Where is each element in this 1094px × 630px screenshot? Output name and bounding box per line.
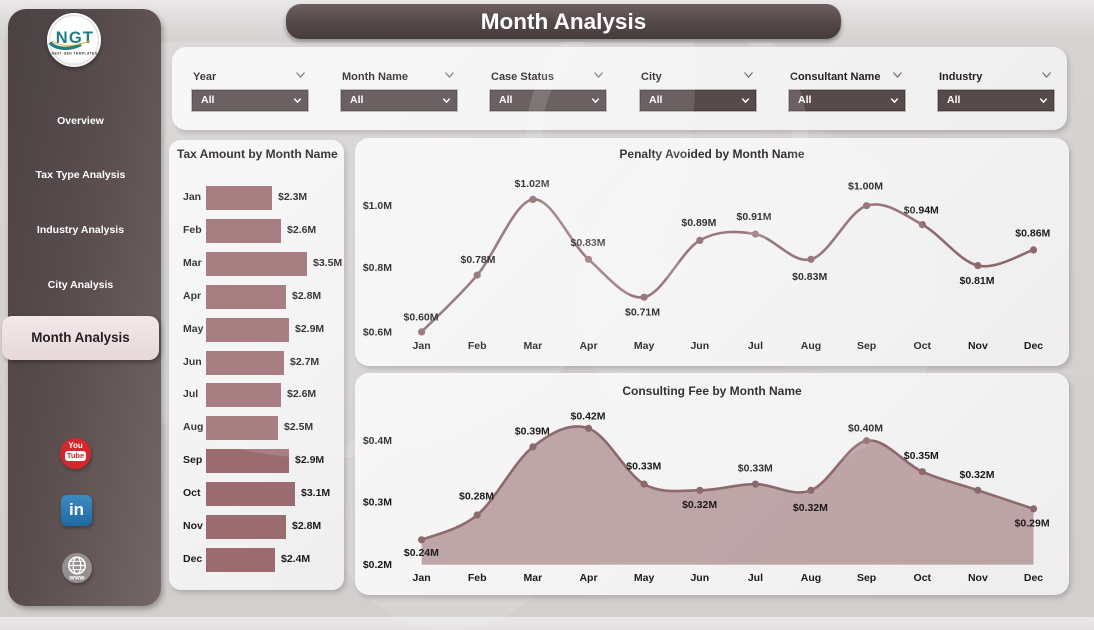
- svg-text:$0.24M: $0.24M: [404, 547, 439, 559]
- svg-text:$0.83M: $0.83M: [570, 237, 605, 249]
- svg-text:Aug: Aug: [801, 340, 821, 352]
- svg-text:Jan: Jan: [413, 340, 431, 352]
- svg-text:$0.39M: $0.39M: [515, 426, 550, 438]
- svg-text:NGT: NGT: [56, 29, 94, 47]
- svg-text:Nov: Nov: [968, 572, 988, 584]
- svg-text:Feb: Feb: [468, 340, 487, 352]
- svg-text:$0.89M: $0.89M: [681, 217, 716, 229]
- svg-text:Feb: Feb: [468, 572, 487, 584]
- svg-text:Dec: Dec: [1024, 340, 1043, 352]
- svg-text:$0.91M: $0.91M: [736, 211, 771, 223]
- svg-text:$0.29M: $0.29M: [1015, 518, 1050, 530]
- svg-text:Dec: Dec: [1024, 572, 1043, 584]
- svg-text:$0.86M: $0.86M: [1015, 227, 1050, 239]
- svg-text:Mar: Mar: [524, 572, 543, 584]
- svg-text:Apr: Apr: [579, 340, 597, 352]
- svg-text:$0.32M: $0.32M: [682, 499, 717, 511]
- svg-text:Jul: Jul: [748, 572, 763, 584]
- svg-text:Aug: Aug: [801, 572, 821, 584]
- svg-text:$0.4M: $0.4M: [363, 435, 392, 447]
- svg-text:Apr: Apr: [579, 572, 597, 584]
- svg-text:$0.42M: $0.42M: [570, 411, 605, 423]
- svg-text:May: May: [634, 340, 655, 352]
- svg-text:Jun: Jun: [690, 340, 709, 352]
- svg-text:$0.32M: $0.32M: [959, 469, 994, 481]
- svg-text:$0.6M: $0.6M: [363, 326, 392, 338]
- svg-text:May: May: [634, 572, 655, 584]
- svg-text:$0.40M: $0.40M: [848, 422, 883, 434]
- svg-text:www: www: [68, 575, 85, 582]
- svg-text:NEXT GEN TEMPLATES: NEXT GEN TEMPLATES: [52, 52, 98, 56]
- svg-text:Jan: Jan: [413, 572, 431, 584]
- svg-text:$0.78M: $0.78M: [460, 254, 495, 266]
- svg-text:$1.0M: $1.0M: [363, 200, 392, 212]
- svg-text:$0.35M: $0.35M: [904, 450, 939, 462]
- svg-text:$1.00M: $1.00M: [848, 181, 883, 193]
- svg-text:Oct: Oct: [914, 572, 932, 584]
- svg-text:$0.94M: $0.94M: [904, 204, 939, 216]
- svg-text:Mar: Mar: [524, 340, 543, 352]
- svg-text:$0.32M: $0.32M: [793, 502, 828, 514]
- svg-text:$0.71M: $0.71M: [625, 306, 660, 318]
- svg-text:$0.83M: $0.83M: [792, 271, 827, 283]
- svg-text:Jun: Jun: [690, 572, 709, 584]
- svg-text:Nov: Nov: [968, 340, 988, 352]
- svg-text:Sep: Sep: [857, 340, 876, 352]
- svg-text:Oct: Oct: [914, 340, 932, 352]
- svg-text:$0.60M: $0.60M: [403, 312, 438, 324]
- svg-text:$0.33M: $0.33M: [626, 460, 661, 472]
- svg-text:$1.02M: $1.02M: [514, 178, 549, 190]
- svg-text:$0.28M: $0.28M: [459, 490, 494, 502]
- svg-text:Jul: Jul: [748, 340, 763, 352]
- svg-text:Sep: Sep: [857, 572, 876, 584]
- svg-text:$0.81M: $0.81M: [959, 275, 994, 287]
- svg-text:$0.3M: $0.3M: [363, 497, 392, 509]
- svg-text:$0.33M: $0.33M: [738, 462, 773, 474]
- svg-text:$0.2M: $0.2M: [363, 559, 392, 571]
- svg-text:$0.8M: $0.8M: [363, 262, 392, 274]
